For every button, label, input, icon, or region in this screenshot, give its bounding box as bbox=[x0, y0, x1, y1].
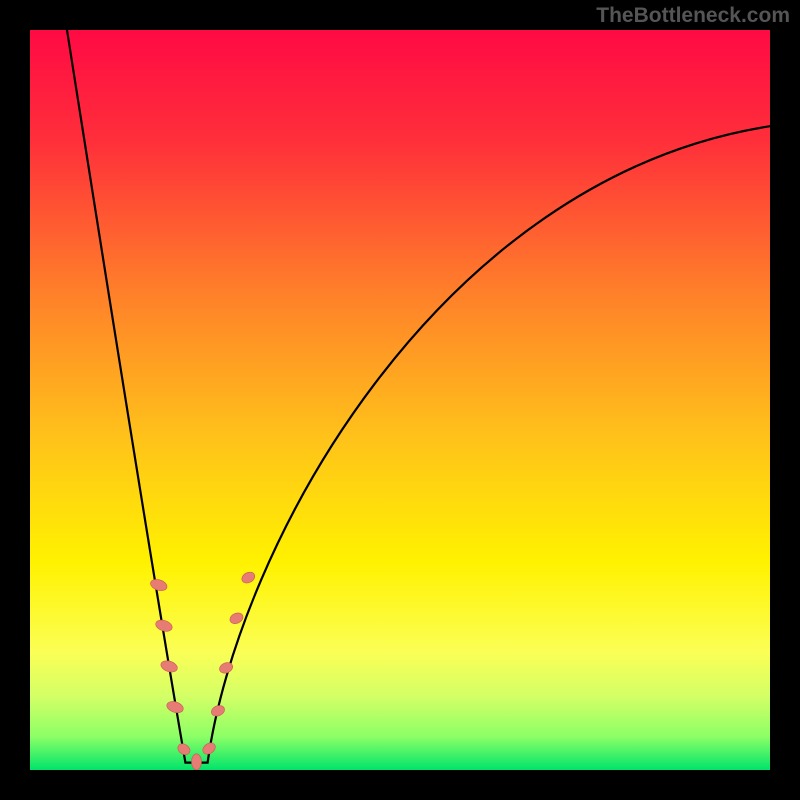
bottleneck-chart: TheBottleneck.com bbox=[0, 0, 800, 800]
plot-background bbox=[30, 30, 770, 770]
chart-svg bbox=[0, 0, 800, 800]
curve-marker bbox=[192, 754, 202, 770]
watermark-label: TheBottleneck.com bbox=[596, 4, 790, 28]
